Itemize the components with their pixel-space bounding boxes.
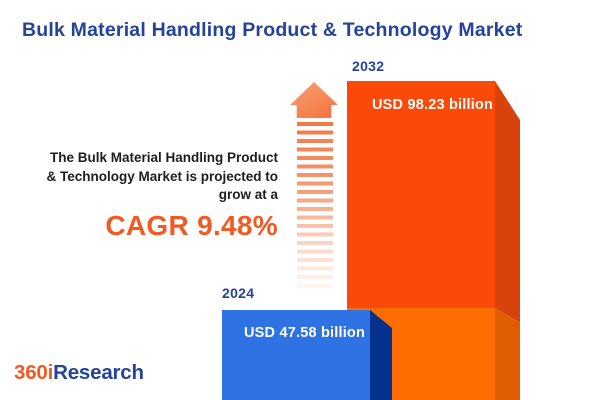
year-label-2032: 2032 (352, 58, 385, 74)
bar-2024-front-face: USD 47.58 billion (222, 310, 370, 400)
cagr-value: CAGR 9.48% (105, 209, 278, 241)
brand-logo: 360iResearch (14, 361, 144, 385)
page-title: Bulk Material Handling Product & Technol… (22, 19, 523, 41)
growth-arrow-icon (290, 82, 338, 118)
bar-2032-side-face (495, 81, 520, 323)
value-label-2024: USD 47.58 billion (244, 325, 366, 341)
projection-text: The Bulk Material Handling Product & Tec… (6, 149, 278, 242)
bar-2024-side-face (370, 310, 392, 400)
logo-research: Research (53, 361, 144, 384)
logo-360i: 360i (14, 361, 54, 384)
bar-2032-base-segment-side (495, 308, 520, 400)
projection-line-2: & Technology Market is projected to (46, 168, 278, 184)
projection-line-3: grow at a (218, 187, 278, 202)
growth-arrow-stripes (297, 122, 333, 290)
projection-line-1: The Bulk Material Handling Product (49, 150, 278, 165)
bar-2032-front-face: USD 98.23 billion (347, 81, 495, 308)
year-label-2024: 2024 (222, 285, 255, 301)
value-label-2032: USD 98.23 billion (372, 97, 494, 113)
